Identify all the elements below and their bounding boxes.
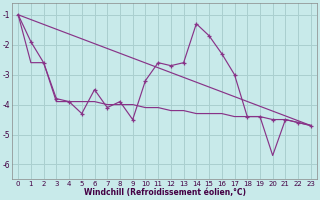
X-axis label: Windchill (Refroidissement éolien,°C): Windchill (Refroidissement éolien,°C) [84, 188, 245, 197]
